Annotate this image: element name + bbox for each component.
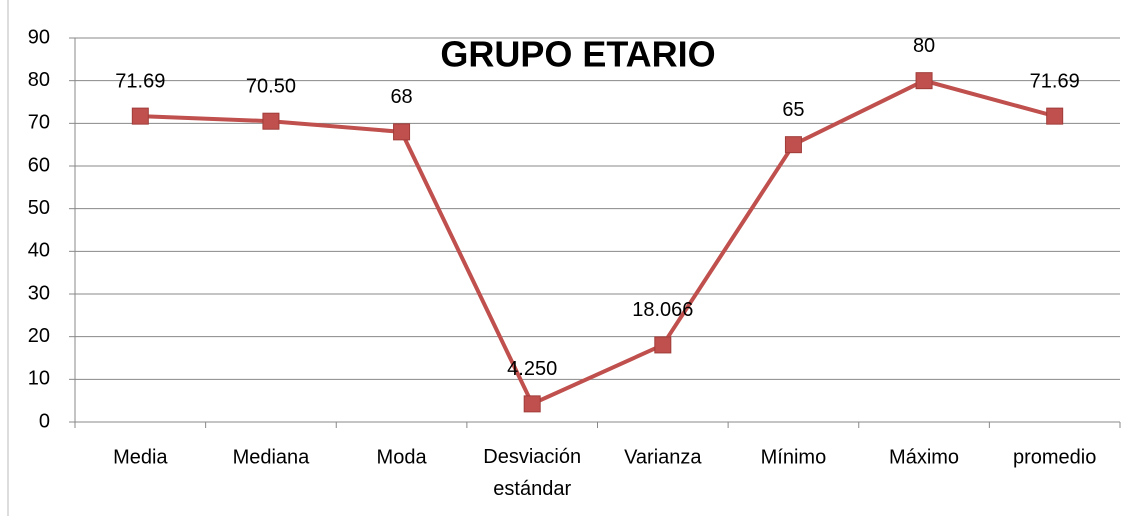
chart-title: GRUPO ETARIO <box>440 34 715 75</box>
marker <box>262 112 280 130</box>
y-tick-label: 20 <box>28 325 50 347</box>
marker <box>784 136 802 154</box>
x-tick-label: Moda <box>377 446 428 468</box>
y-tick-label: 70 <box>28 112 50 134</box>
marker <box>523 395 541 413</box>
x-tick-label: Máximo <box>889 446 959 468</box>
y-tick-label: 90 <box>28 26 50 48</box>
y-tick-label: 10 <box>28 368 50 390</box>
data-label: 70.50 <box>246 75 296 97</box>
data-label: 71.69 <box>1030 70 1080 92</box>
marker <box>393 123 411 141</box>
marker <box>654 336 672 354</box>
data-label: 80 <box>913 35 935 57</box>
x-tick-label: Desviación estándar <box>483 446 581 500</box>
y-tick-label: 40 <box>28 240 50 262</box>
y-tick-label: 80 <box>28 69 50 91</box>
x-tick-label: Varianza <box>624 446 702 468</box>
x-tick-label: Media <box>113 446 168 468</box>
series-line <box>140 78 1056 407</box>
x-tick-label: promedio <box>1013 446 1096 468</box>
data-label: 65 <box>782 99 804 121</box>
marker <box>1046 107 1064 125</box>
y-tick-label: 50 <box>28 197 50 219</box>
y-tick-label: 60 <box>28 154 50 176</box>
data-label: 18.066 <box>632 299 693 321</box>
x-tick-label: Mediana <box>233 446 311 468</box>
y-tick-label: 0 <box>39 410 50 432</box>
marker <box>915 72 933 90</box>
x-tick-label: Mínimo <box>761 446 827 468</box>
y-tick-label: 30 <box>28 282 50 304</box>
marker <box>131 107 149 125</box>
data-label: 71.69 <box>115 70 165 92</box>
data-label: 4.250 <box>507 358 557 380</box>
data-label: 68 <box>390 86 412 108</box>
